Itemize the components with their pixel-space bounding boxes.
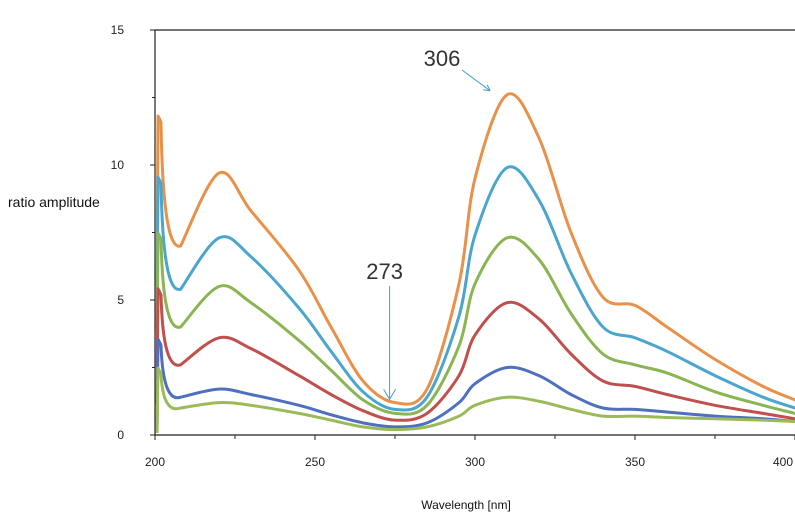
annotation-306-label: 306 xyxy=(424,46,461,71)
series-edge xyxy=(155,231,182,368)
y-tick-label: 0 xyxy=(117,428,124,442)
series-edge xyxy=(155,114,182,287)
annotation-273-label: 273 xyxy=(366,259,403,284)
y-tick-label: 10 xyxy=(111,158,125,172)
x-tick-label: 300 xyxy=(465,455,485,469)
annotation-306-pointer xyxy=(461,69,491,92)
y-tick-label: 5 xyxy=(117,293,124,307)
series-group xyxy=(155,92,795,434)
annotation-306-arrowhead xyxy=(483,84,491,92)
series-line xyxy=(179,92,795,406)
x-axis-title: Wavelength [nm] xyxy=(421,498,511,512)
series-edge xyxy=(155,366,182,434)
y-axis-title: ratio amplitude xyxy=(8,194,100,210)
annotation-273-arrowhead xyxy=(383,388,397,401)
x-axis: 200 250 300 350 400 xyxy=(145,435,795,469)
x-tick-label: 250 xyxy=(305,455,325,469)
series-edge xyxy=(155,287,182,405)
y-axis: 0 5 10 15 xyxy=(111,23,155,442)
series-line xyxy=(179,300,795,422)
x-tick-label: 400 xyxy=(773,455,793,469)
y-tick-label: 15 xyxy=(111,23,125,37)
x-tick-label: 350 xyxy=(625,455,645,469)
series-line xyxy=(179,235,795,416)
annotations: 306 273 xyxy=(366,46,491,401)
series-edge xyxy=(155,337,182,434)
series-line xyxy=(179,365,795,429)
series-edge xyxy=(155,175,182,330)
x-tick-label: 200 xyxy=(145,455,165,469)
series-line xyxy=(179,165,795,412)
series-line xyxy=(179,395,795,432)
